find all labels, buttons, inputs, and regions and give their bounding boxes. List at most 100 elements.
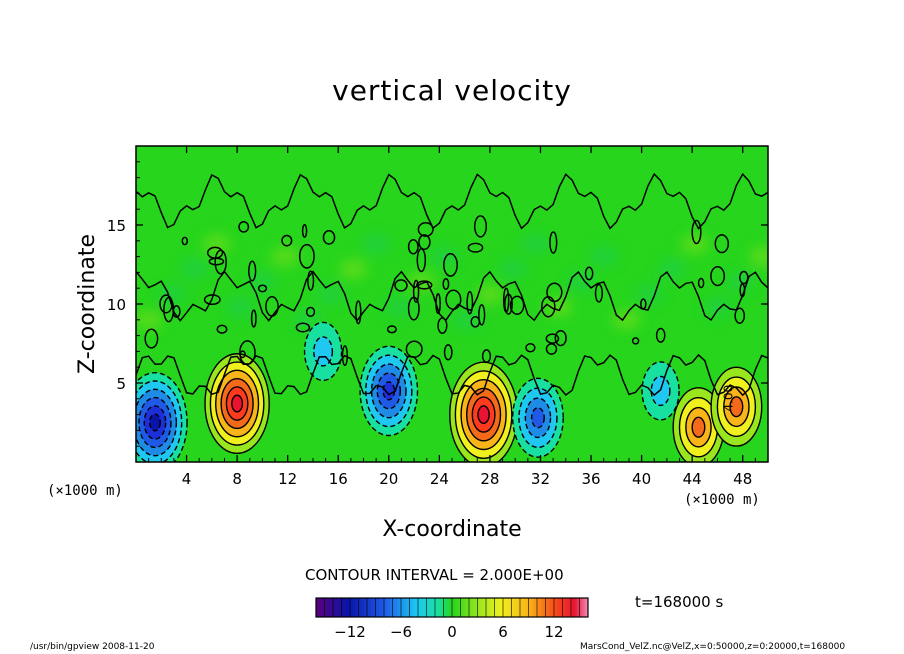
x-tick-label: 48 bbox=[733, 470, 752, 488]
x-tick-label: 20 bbox=[379, 470, 398, 488]
contour-level bbox=[148, 413, 161, 432]
contour-loop bbox=[295, 322, 311, 333]
contour-loop bbox=[144, 328, 159, 349]
x-tick-label: 40 bbox=[632, 470, 651, 488]
turbulence-patch bbox=[384, 297, 413, 318]
x-unit-label-right: (×1000 m) bbox=[684, 492, 760, 508]
y-tick-label: 10 bbox=[107, 296, 126, 314]
turbulence-patch bbox=[316, 284, 345, 305]
chart-title: vertical velocity bbox=[332, 74, 572, 107]
downdraft-cell bbox=[641, 361, 680, 421]
contour-loop bbox=[509, 295, 525, 315]
contour-loop bbox=[710, 265, 726, 287]
x-tick-label: 24 bbox=[430, 470, 449, 488]
contour-loop bbox=[481, 349, 492, 364]
contour-loop bbox=[407, 238, 419, 255]
contour-loop bbox=[239, 350, 246, 359]
contour-loop bbox=[545, 333, 560, 344]
y-tick-label: 15 bbox=[107, 217, 126, 235]
contour-loop bbox=[442, 278, 450, 290]
time-label: t=168000 s bbox=[635, 593, 724, 611]
colorbar-tick-label: 12 bbox=[544, 623, 563, 641]
turbulence-patch bbox=[453, 309, 482, 330]
updraft-cell bbox=[204, 353, 270, 455]
turbulence-patch bbox=[475, 284, 504, 305]
contour-loop bbox=[416, 280, 433, 290]
contour-loop bbox=[714, 234, 730, 254]
zero-contours bbox=[136, 172, 768, 397]
footer-left-note: /usr/bin/gpview 2008-11-20 bbox=[30, 642, 155, 652]
updraft-cell bbox=[710, 366, 763, 447]
contour-loop bbox=[416, 247, 427, 273]
x-axis-title: X-coordinate bbox=[382, 517, 521, 542]
x-tick-label: 32 bbox=[531, 470, 550, 488]
contour-loop bbox=[467, 242, 484, 253]
contour-loop bbox=[739, 270, 749, 285]
contour-loop bbox=[478, 304, 486, 326]
contour-loop bbox=[238, 221, 250, 233]
updraft-cell bbox=[449, 361, 519, 462]
contour-loop bbox=[208, 257, 225, 266]
contour-loop bbox=[322, 230, 336, 245]
contour-loop bbox=[250, 309, 257, 328]
x-tick-label: 16 bbox=[329, 470, 348, 488]
turbulence-patch bbox=[635, 284, 664, 305]
contour-loop bbox=[341, 345, 349, 367]
contour-loop bbox=[214, 249, 227, 275]
contour-loop bbox=[470, 315, 481, 328]
y-axis-title: Z-coordinate bbox=[75, 234, 100, 374]
x-tick-label: 8 bbox=[232, 470, 242, 488]
zero-contour-line bbox=[136, 270, 768, 322]
zero-contour-line bbox=[136, 172, 768, 230]
contour-loop bbox=[418, 234, 431, 251]
contour-loop bbox=[473, 215, 488, 238]
contour-loop bbox=[257, 284, 268, 293]
contour-level bbox=[231, 394, 244, 413]
turbulence-patch bbox=[157, 284, 186, 305]
x-tick-label: 44 bbox=[683, 470, 702, 488]
colorbar: −12 −6 0 6 12 bbox=[315, 597, 589, 641]
contour-loop bbox=[281, 234, 293, 247]
x-tick-label: 4 bbox=[182, 470, 192, 488]
colorbar-tick-label: 0 bbox=[447, 623, 457, 641]
downdraft-cell bbox=[136, 372, 188, 462]
turbulence-patch bbox=[248, 271, 277, 292]
turbulence-patch bbox=[225, 297, 254, 318]
contour-loop bbox=[203, 294, 221, 306]
downdraft-cell bbox=[511, 377, 564, 458]
contour-loop bbox=[594, 283, 604, 303]
contour-level bbox=[477, 405, 490, 424]
contour-loop bbox=[734, 307, 746, 324]
contour-loop bbox=[394, 279, 408, 292]
turbulence-patch bbox=[498, 259, 527, 280]
contour-level bbox=[530, 407, 545, 429]
turbulence-patch bbox=[136, 309, 163, 330]
contour-level bbox=[691, 416, 706, 438]
contour-value-label: 4.00 bbox=[722, 385, 736, 412]
turbulence-patch bbox=[566, 271, 595, 292]
x-tick-label: 36 bbox=[581, 470, 600, 488]
downdraft-cell bbox=[359, 345, 419, 437]
contour-loop bbox=[502, 287, 510, 313]
contour-loop bbox=[298, 243, 315, 269]
turbulence-patch bbox=[180, 259, 209, 280]
contour-loop bbox=[216, 324, 228, 334]
contour-loop bbox=[466, 290, 474, 315]
contour-loop bbox=[584, 266, 594, 281]
contour-loop bbox=[355, 300, 362, 325]
x-unit-label-left: (×1000 m) bbox=[47, 483, 123, 499]
turbulence-patch bbox=[703, 297, 732, 318]
turbulence-patch bbox=[589, 246, 618, 267]
plot-area: 4.00 bbox=[136, 146, 768, 462]
contour-interval-label: CONTOUR INTERVAL = 2.000E+00 bbox=[305, 566, 564, 584]
contour-loop bbox=[691, 219, 702, 245]
contour-loop bbox=[412, 279, 420, 303]
contour-loop bbox=[541, 295, 556, 318]
downdraft-cell bbox=[303, 321, 343, 382]
colorbar-tick-label: −12 bbox=[334, 623, 366, 641]
x-tick-label: 28 bbox=[480, 470, 499, 488]
turbulence-patch bbox=[612, 309, 641, 330]
contour-loop bbox=[655, 327, 666, 343]
y-tick-label: 5 bbox=[116, 375, 126, 393]
